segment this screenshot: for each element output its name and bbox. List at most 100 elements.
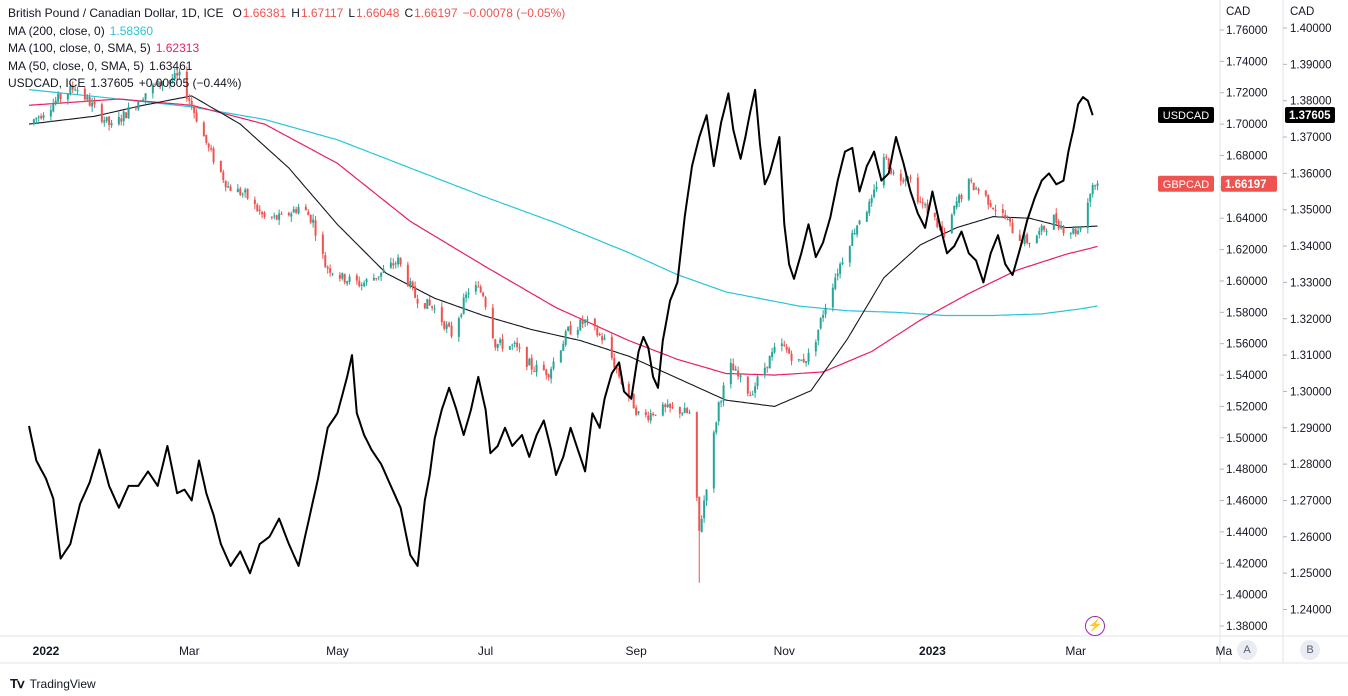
candle[interactable] — [1094, 184, 1097, 190]
candle[interactable] — [564, 329, 567, 347]
candle[interactable] — [681, 412, 684, 417]
gbpcad-price-tag[interactable]: GBPCAD 1.66197 — [1158, 175, 1277, 192]
candle[interactable] — [712, 430, 715, 493]
candle[interactable] — [161, 80, 164, 92]
candle[interactable] — [904, 174, 907, 187]
legend-ma100[interactable]: MA (100, close, 0, SMA, 5) 1.62313 — [8, 40, 565, 58]
candle[interactable] — [105, 116, 108, 124]
candle[interactable] — [632, 393, 635, 409]
candle[interactable] — [902, 177, 905, 184]
candle[interactable] — [763, 362, 766, 379]
candle[interactable] — [1055, 208, 1058, 225]
tradingview-logo-icon[interactable]: T𝗏 — [10, 676, 25, 691]
candle[interactable] — [858, 219, 861, 225]
candle[interactable] — [695, 411, 698, 502]
candle[interactable] — [822, 310, 825, 322]
candle[interactable] — [258, 205, 261, 215]
candle[interactable] — [244, 187, 247, 198]
candle[interactable] — [627, 381, 630, 402]
candle[interactable] — [666, 399, 669, 408]
candle[interactable] — [739, 374, 742, 383]
candle[interactable] — [465, 291, 468, 303]
candle[interactable] — [916, 173, 919, 205]
candle[interactable] — [103, 116, 106, 127]
candle[interactable] — [263, 211, 266, 219]
candle[interactable] — [610, 332, 613, 361]
candle[interactable] — [746, 375, 749, 397]
candle[interactable] — [246, 188, 249, 200]
candle[interactable] — [117, 112, 120, 126]
candle[interactable] — [256, 202, 259, 212]
candle[interactable] — [924, 202, 927, 209]
candle[interactable] — [154, 82, 157, 87]
candle[interactable] — [428, 296, 431, 306]
candle[interactable] — [273, 212, 276, 220]
candle[interactable] — [1060, 220, 1063, 230]
candle[interactable] — [535, 360, 538, 377]
usdcad-line[interactable] — [28, 88, 1094, 575]
candle[interactable] — [365, 278, 368, 286]
candle[interactable] — [54, 96, 57, 106]
candle[interactable] — [603, 334, 606, 341]
candle[interactable] — [783, 340, 786, 347]
candle[interactable] — [562, 340, 565, 351]
candle[interactable] — [139, 100, 142, 103]
candle[interactable] — [71, 81, 74, 93]
candle[interactable] — [525, 346, 528, 371]
candle[interactable] — [550, 366, 553, 384]
candle[interactable] — [865, 210, 868, 223]
candle[interactable] — [74, 87, 77, 91]
candle[interactable] — [717, 401, 720, 426]
candle[interactable] — [360, 282, 363, 291]
candle[interactable] — [848, 245, 851, 267]
candle[interactable] — [479, 284, 482, 294]
candle[interactable] — [919, 196, 922, 204]
candle[interactable] — [669, 403, 672, 413]
candle[interactable] — [530, 354, 533, 375]
candle[interactable] — [397, 254, 400, 268]
candle[interactable] — [511, 343, 514, 351]
candle[interactable] — [700, 515, 703, 533]
candle[interactable] — [69, 83, 72, 96]
candle[interactable] — [547, 373, 550, 381]
candle[interactable] — [227, 181, 230, 189]
candle[interactable] — [773, 342, 776, 354]
candle[interactable] — [955, 196, 958, 210]
candle[interactable] — [346, 280, 349, 286]
candle[interactable] — [304, 204, 307, 211]
candle[interactable] — [868, 198, 871, 217]
candle[interactable] — [159, 81, 162, 90]
candle[interactable] — [800, 359, 803, 361]
candle[interactable] — [329, 264, 332, 277]
candle[interactable] — [411, 280, 414, 291]
candle[interactable] — [528, 357, 531, 366]
candle[interactable] — [977, 187, 980, 195]
candle[interactable] — [290, 211, 293, 222]
candle[interactable] — [516, 337, 519, 351]
candle[interactable] — [195, 108, 198, 123]
candle[interactable] — [705, 489, 708, 506]
candle[interactable] — [1018, 229, 1021, 242]
candle[interactable] — [1026, 232, 1029, 245]
candle[interactable] — [280, 211, 283, 215]
candle[interactable] — [312, 214, 315, 228]
candle[interactable] — [824, 303, 827, 319]
candle[interactable] — [433, 304, 436, 314]
candle[interactable] — [984, 189, 987, 198]
candle[interactable] — [137, 100, 140, 111]
candle[interactable] — [1091, 182, 1094, 198]
candle[interactable] — [88, 93, 91, 107]
candle[interactable] — [950, 213, 953, 234]
candle[interactable] — [501, 334, 504, 352]
candle[interactable] — [307, 209, 310, 216]
candle[interactable] — [173, 68, 176, 82]
candle[interactable] — [831, 283, 834, 312]
candle[interactable] — [394, 261, 397, 269]
candle[interactable] — [839, 261, 842, 279]
candle[interactable] — [241, 192, 244, 198]
candle[interactable] — [797, 358, 800, 363]
candle[interactable] — [35, 117, 38, 125]
candle[interactable] — [751, 390, 754, 396]
candle[interactable] — [790, 350, 793, 366]
candle[interactable] — [448, 321, 451, 328]
